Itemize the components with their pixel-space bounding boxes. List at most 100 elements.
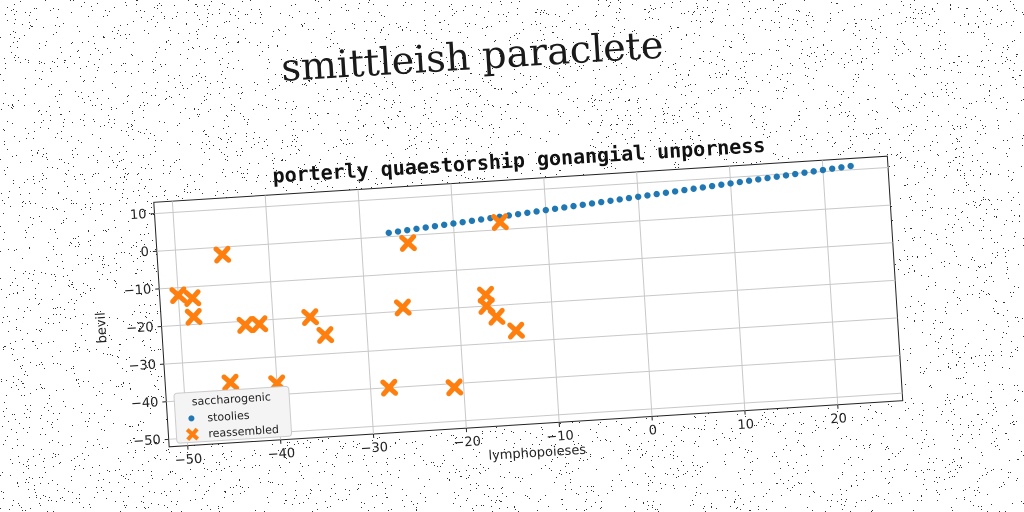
stoolies-point (477, 216, 485, 223)
y-grid-line (154, 166, 889, 215)
stoolies-point (847, 162, 854, 170)
y-grid-line (156, 204, 891, 252)
x-tick-label: −10 (546, 428, 574, 445)
legend-label-stoolies: stoolies (207, 409, 250, 425)
y-tick-label: −30 (128, 358, 156, 375)
stoolies-point (801, 169, 808, 176)
stoolies-point (551, 205, 559, 212)
stoolies-point (468, 217, 476, 225)
reassembled-point (213, 245, 232, 264)
legend-label-reassembled: reassembled (208, 423, 279, 440)
reassembled-point (445, 378, 464, 397)
x-tick-label: 0 (648, 423, 657, 438)
x-grid-line (357, 189, 374, 435)
stoolies-point (524, 209, 531, 217)
legend-title: saccharogenic (191, 390, 271, 408)
axis-ticks: −50 −40 −30 −20 −10 0 10 20 −50 −40 −30 −20 −10 0 10 (123, 207, 847, 469)
y-axis-label: bevil (94, 312, 111, 344)
stoolies-point (819, 166, 827, 174)
stoolies-point (570, 202, 577, 210)
reassembled-point (316, 326, 335, 344)
reassembled-point (507, 321, 525, 340)
stoolies-point (681, 186, 688, 194)
stoolies-point (588, 200, 596, 207)
y-tick-label: 0 (140, 245, 149, 260)
x-tick-label: 20 (830, 411, 847, 427)
y-tick-label: −20 (126, 320, 154, 337)
stoolies-point (782, 172, 790, 179)
reassembled-point (393, 298, 412, 317)
stoolies-point (662, 189, 670, 196)
x-axis-label: lymphopoieses (488, 443, 587, 464)
reassembled-point (487, 307, 506, 326)
stoolies-point (828, 165, 836, 172)
stoolies-point (708, 182, 716, 190)
stoolies-point (671, 188, 679, 195)
legend-marker-stoolies (188, 415, 195, 422)
stoolies-point (413, 225, 420, 233)
stoolies-point (385, 229, 392, 237)
stoolies-point (459, 218, 466, 226)
reassembled-point (236, 316, 255, 334)
plot-area (153, 155, 904, 448)
x-tick-label: −50 (174, 452, 202, 469)
x-tick-label: 10 (737, 417, 754, 433)
x-grid-line (636, 171, 653, 417)
y-tick-label: −40 (131, 395, 159, 412)
stoolies-point (625, 194, 633, 202)
stoolies-point (699, 184, 707, 191)
stoolies-point (838, 164, 845, 171)
reassembled-point (250, 315, 269, 333)
x-tick-label: −40 (267, 446, 295, 463)
y-grid-line (159, 242, 893, 290)
stoolies-point (450, 220, 457, 227)
stoolies-point (653, 190, 660, 198)
y-tick-label: −50 (133, 433, 161, 450)
stoolies-point (745, 177, 753, 184)
stoolies-point (598, 198, 605, 206)
stoolies-point (616, 196, 623, 203)
legend-box (173, 385, 293, 444)
stoolies-point (561, 204, 568, 211)
reassembled-point (399, 234, 417, 252)
stoolies-point (607, 197, 614, 204)
reassembled-point (380, 378, 399, 397)
stoolies-point (533, 208, 540, 215)
series-reassembled (169, 213, 525, 397)
legend-marker-reassembled (185, 427, 200, 441)
stoolies-point (792, 170, 799, 178)
stoolies-point (718, 181, 725, 188)
legend: saccharogenic stoolies reassembled (173, 385, 293, 444)
stoolies-point (727, 180, 734, 187)
stoolies-point (440, 221, 448, 229)
stoolies-point (431, 222, 439, 230)
x-grid-line (821, 160, 839, 405)
x-tick-label: −20 (453, 434, 481, 451)
x-grid-line (728, 166, 746, 411)
stoolies-point (579, 201, 586, 208)
stoolies-point (736, 178, 744, 186)
stoolies-point (690, 185, 697, 192)
reassembled-point (221, 373, 240, 392)
reassembled-point (169, 286, 188, 305)
stoolies-point (514, 210, 522, 218)
stoolies-point (634, 193, 642, 200)
reassembled-point (183, 289, 202, 307)
stoolies-point (394, 228, 402, 235)
stoolies-point (542, 206, 550, 214)
y-tick-label: 10 (130, 207, 147, 223)
y-grid-line (163, 317, 898, 365)
stoolies-point (773, 173, 780, 180)
stoolies-point (644, 192, 651, 199)
x-grid-line (543, 177, 560, 423)
stoolies-point (764, 174, 771, 182)
stoolies-point (810, 168, 817, 175)
stoolies-point (404, 226, 411, 234)
y-grid-line (161, 279, 896, 327)
x-tick-label: −30 (360, 440, 388, 457)
stoolies-point (755, 176, 762, 183)
stoolies-point (422, 224, 429, 231)
reassembled-point (184, 308, 203, 326)
reassembled-point (301, 308, 320, 326)
